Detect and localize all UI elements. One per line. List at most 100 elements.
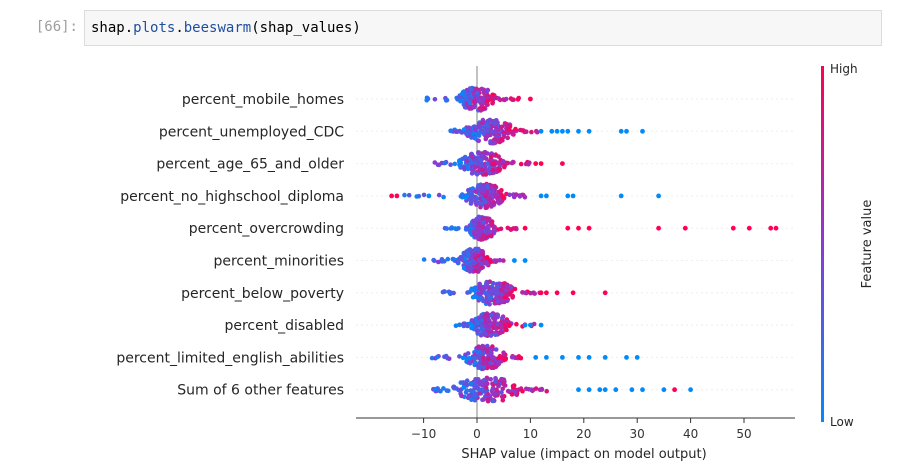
shap-point <box>462 322 467 328</box>
shap-outlier-point <box>661 387 667 393</box>
shap-outlier-point <box>538 161 544 167</box>
feature-label: percent_below_poverty <box>181 286 344 302</box>
shap-point <box>520 388 525 394</box>
shap-point <box>459 91 465 97</box>
shap-outlier-point <box>586 355 592 360</box>
shap-point <box>479 190 485 196</box>
shap-point <box>533 386 539 391</box>
shap-point <box>466 188 471 193</box>
shap-point <box>435 162 441 167</box>
shap-outlier-point <box>544 193 549 199</box>
shap-point <box>484 102 490 107</box>
shap-point <box>480 187 486 192</box>
shap-point <box>510 295 515 300</box>
shap-outlier-point <box>533 161 539 167</box>
shap-point <box>526 162 531 167</box>
shap-point <box>507 126 512 132</box>
shap-point <box>451 257 456 262</box>
code-dot: . <box>124 20 134 36</box>
shap-point <box>504 283 510 289</box>
shap-point <box>472 136 478 141</box>
shap-point <box>449 225 455 230</box>
shap-point <box>475 90 480 96</box>
shap-point <box>513 192 519 197</box>
shap-point <box>499 394 505 399</box>
shap-point <box>448 128 453 134</box>
shap-point <box>469 325 474 331</box>
shap-point <box>476 214 481 220</box>
shap-point <box>465 162 471 167</box>
shap-point <box>488 139 493 144</box>
shap-point <box>496 359 502 365</box>
shap-point <box>486 224 491 229</box>
shap-point <box>507 192 512 198</box>
shap-point <box>488 377 494 382</box>
shap-point <box>486 192 492 198</box>
shap-point <box>484 260 489 265</box>
shap-point <box>451 385 457 391</box>
shap-point <box>479 96 485 102</box>
shap-outlier-point <box>522 225 528 231</box>
shap-point <box>479 261 484 267</box>
shap-point <box>485 185 490 190</box>
shap-point <box>424 95 430 101</box>
shap-outlier-point <box>544 355 549 360</box>
shap-point <box>490 386 496 391</box>
shap-point <box>467 247 473 252</box>
shap-point <box>493 332 498 338</box>
shap-point <box>489 365 494 371</box>
shap-point <box>484 281 490 287</box>
shap-outlier-point <box>586 128 592 134</box>
shap-point <box>505 225 511 231</box>
shap-point <box>469 171 475 176</box>
shap-point <box>499 124 505 130</box>
shap-point <box>484 189 490 195</box>
shap-outlier-point <box>640 128 645 134</box>
shap-outlier-point <box>640 387 645 393</box>
shap-point <box>483 172 489 177</box>
feature-label: percent_unemployed_CDC <box>159 124 344 140</box>
shap-point <box>501 319 507 325</box>
shap-point <box>436 259 441 265</box>
shap-point <box>513 126 518 132</box>
shap-outlier-point <box>565 193 571 199</box>
shap-point <box>483 150 488 155</box>
feature-label: percent_mobile_homes <box>182 92 344 108</box>
shap-outlier-point <box>602 290 608 296</box>
shap-point <box>457 354 462 359</box>
shap-outlier-point <box>560 355 565 360</box>
shap-point <box>485 95 491 100</box>
shap-outlier-point <box>576 387 581 393</box>
shap-point <box>518 355 524 361</box>
shap-point <box>501 134 507 140</box>
shap-point <box>508 285 514 290</box>
shap-point <box>465 92 471 97</box>
code-cell-input[interactable]: shap.plots.beeswarm(shap_values) <box>84 10 882 46</box>
shap-outlier-point <box>565 225 571 231</box>
shap-point <box>510 131 516 137</box>
shap-point <box>488 333 494 338</box>
shap-point <box>485 161 490 166</box>
shap-point <box>498 321 504 327</box>
shap-point <box>487 326 492 332</box>
shap-point <box>501 97 506 102</box>
shap-point <box>514 321 519 327</box>
shap-outlier-point <box>682 225 688 231</box>
shap-point <box>480 355 486 361</box>
code-object: shap <box>91 20 125 36</box>
shap-point <box>496 356 501 361</box>
shap-point <box>501 350 506 356</box>
shap-point <box>476 138 482 144</box>
shap-point <box>484 348 490 354</box>
shap-point <box>474 328 480 334</box>
shap-point <box>462 256 468 261</box>
shap-point <box>474 196 480 201</box>
shap-point <box>481 361 487 367</box>
shap-point <box>472 222 478 227</box>
shap-point <box>497 97 503 103</box>
shap-point <box>466 360 472 365</box>
shap-point <box>436 388 442 393</box>
shap-point <box>473 268 479 274</box>
shap-point <box>505 130 511 136</box>
shap-point <box>469 154 475 159</box>
